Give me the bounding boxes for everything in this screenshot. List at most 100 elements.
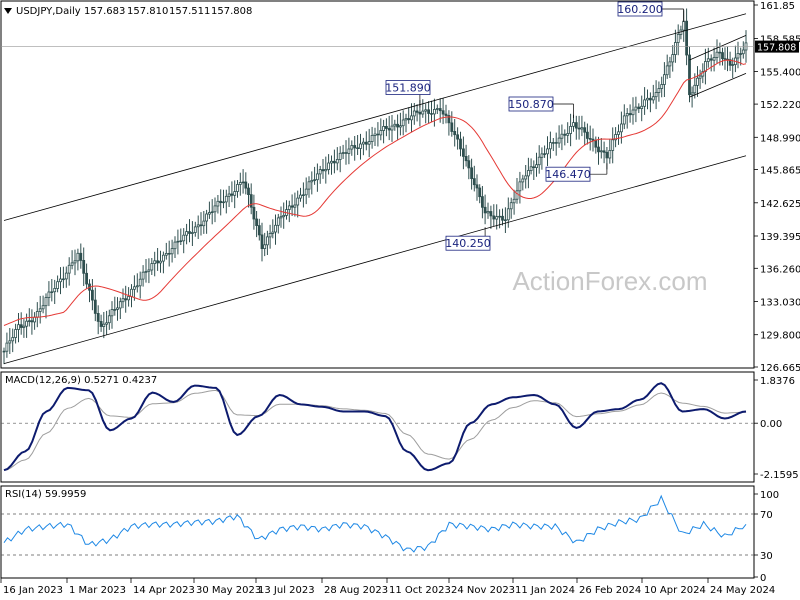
- candle-body: [486, 211, 490, 214]
- candle-body: [274, 224, 277, 233]
- candle-body: [577, 127, 581, 130]
- candle-body: [470, 167, 474, 180]
- candle-body: [569, 126, 572, 134]
- candle-body: [376, 133, 380, 136]
- candle-body: [741, 49, 745, 55]
- candle-body: [338, 152, 342, 160]
- candle-body: [130, 288, 133, 297]
- candle-body: [456, 134, 460, 140]
- candle-body: [135, 285, 139, 288]
- candle-body: [649, 97, 652, 101]
- candle-body: [665, 65, 669, 76]
- candle-body: [238, 182, 242, 185]
- macd-tick-label: 1.8376: [760, 376, 795, 387]
- candle-body: [35, 311, 39, 318]
- candle-body: [271, 231, 275, 234]
- candle-body: [588, 137, 592, 140]
- candle-body: [464, 155, 468, 162]
- candle-body: [249, 194, 253, 208]
- candle-body: [76, 252, 80, 262]
- candle-body: [304, 188, 308, 196]
- open-value: 157.683: [84, 6, 125, 17]
- candle-body: [260, 234, 264, 249]
- rsi-tick-label: 0: [760, 573, 766, 584]
- minor-channel-lower-line: [689, 73, 747, 98]
- candle-body: [150, 263, 154, 271]
- candle-body: [93, 299, 97, 314]
- candle-body: [410, 115, 413, 121]
- candle-body: [167, 252, 171, 255]
- candle-body: [421, 110, 425, 115]
- candle-body: [105, 322, 108, 325]
- candle-body: [390, 125, 394, 131]
- candle-body: [8, 340, 12, 344]
- candle-body: [574, 122, 578, 129]
- candle-body: [173, 241, 177, 250]
- candle-body: [674, 42, 677, 56]
- candle-body: [230, 193, 234, 196]
- candle-body: [438, 108, 442, 112]
- candle-body: [605, 151, 609, 159]
- candle-body: [330, 160, 333, 164]
- macd-title: MACD(12,26,9) 0.5271 0.4237: [5, 375, 157, 386]
- candle-body: [138, 278, 142, 287]
- candle-body: [265, 236, 269, 246]
- candle-body: [359, 143, 362, 149]
- candle-body: [628, 113, 632, 116]
- candle-body: [480, 196, 484, 208]
- current-price-label: 157.808: [757, 43, 796, 54]
- watermark: ActionForex.com: [512, 266, 707, 296]
- candle-body: [441, 110, 445, 115]
- candle-body: [14, 329, 18, 338]
- candle-body: [301, 194, 305, 197]
- candle-body: [535, 164, 538, 168]
- candle-body: [222, 201, 225, 204]
- annotation-label: 150.870: [508, 98, 554, 111]
- candle-body: [344, 152, 348, 154]
- candle-body: [660, 84, 664, 89]
- candle-body: [82, 259, 86, 274]
- candle-body: [11, 337, 15, 342]
- x-tick-label: 10 Apr 2024: [644, 585, 706, 596]
- candle-body: [324, 168, 328, 172]
- candle-body: [22, 325, 26, 328]
- candle-body: [382, 126, 386, 131]
- rsi-tick-label: 70: [760, 510, 773, 521]
- candle-body: [91, 289, 94, 301]
- candle-body: [524, 175, 528, 180]
- candle-body: [307, 181, 311, 190]
- candle-body: [19, 324, 23, 328]
- candle-body: [685, 20, 688, 56]
- x-tick-label: 14 Apr 2023: [133, 585, 195, 596]
- candle-body: [263, 244, 267, 250]
- candle-body: [188, 231, 191, 234]
- candle-body: [503, 219, 507, 222]
- moving-average-line: [3, 59, 747, 326]
- candle-body: [47, 291, 51, 298]
- candle-body: [387, 128, 391, 131]
- candle-body: [407, 118, 411, 121]
- y-tick-label: 158.585: [760, 35, 800, 46]
- macd-tick-label: -2.1595: [760, 470, 799, 481]
- candle-body: [693, 84, 697, 94]
- symbol-label: USDJPY,Daily: [16, 6, 81, 17]
- candle-body: [56, 281, 59, 289]
- candle-body: [79, 252, 83, 261]
- candle-body: [614, 134, 617, 141]
- candle-body: [247, 187, 250, 196]
- candle-body: [53, 287, 57, 293]
- candle-body: [690, 92, 694, 96]
- candle-body: [224, 195, 228, 203]
- candle-body: [572, 122, 575, 127]
- candle-body: [17, 324, 20, 330]
- candle-body: [540, 153, 544, 158]
- y-tick-label: 133.030: [760, 298, 800, 309]
- annotation-box: [617, 1, 663, 17]
- candle-body: [44, 297, 48, 307]
- candle-body: [723, 58, 727, 60]
- candle-body: [170, 248, 174, 255]
- candle-body: [696, 77, 699, 86]
- candle-body: [113, 309, 117, 311]
- y-tick-label: 148.990: [760, 133, 800, 144]
